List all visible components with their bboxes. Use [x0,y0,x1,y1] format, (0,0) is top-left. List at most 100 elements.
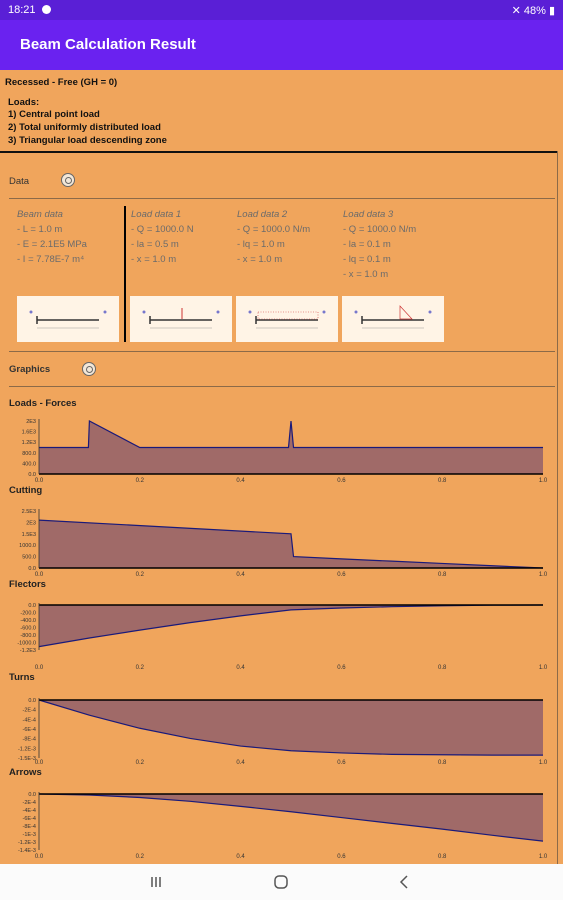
chart-x-tick: 1.0 [539,572,548,578]
chart-area [39,700,543,756]
chart-x-tick: 0.4 [236,572,245,578]
chart-x-tick: 0.6 [337,478,346,484]
chart-x-tick: 0.2 [136,760,145,766]
chart-title: Arrows [9,767,42,778]
load-data-3-line: - x = 1.0 m [343,269,389,280]
mute-icon: ✕ [511,5,524,17]
chart-area [39,794,543,842]
back-button[interactable] [394,872,414,892]
status-bar: 18:21 ✕ 48% ▮ [0,0,563,20]
chart-title: Turns [9,672,35,683]
chart-title: Flectors [9,579,46,590]
chart-area [39,605,543,647]
result-charts: Loads - Forces 0.0 0.2 0.4 0.6 0.8 1.0 2E3 1.6E3… [9,398,548,860]
chart-x-tick: 0.8 [438,854,447,860]
battery-level: 48% [523,5,546,17]
chart-y-tick: -4E-4 [23,808,36,814]
load2-diagram-thumbnail[interactable] [236,296,338,342]
chart-x-tick: 0.6 [337,665,346,671]
load2-diagram [248,310,326,329]
load-data-2-title: Load data 2 [237,209,288,220]
status-time: 18:21 [8,4,36,16]
divider [0,151,558,153]
app-title: Beam Calculation Result [20,36,196,53]
chart-area [39,520,543,568]
chart-x-tick: 0.6 [337,854,346,860]
recent-apps-button[interactable] [146,872,166,892]
load-data-3-line: - Q = 1000.0 N/m [343,224,417,235]
battery-icon: ▮ [545,5,555,17]
chart-y-tick: 0.0 [28,603,36,609]
chart-x-tick: 1.0 [539,478,548,484]
load-item-3: 3) Triangular load descending zone [8,135,167,146]
chart-x-tick: 0.6 [337,572,346,578]
chart-line [38,519,544,569]
scroll-track [557,151,558,864]
chart-y-tick: 0.0 [28,472,36,478]
load1-diagram-thumbnail[interactable] [130,296,232,342]
graphics-section-title: Graphics [9,364,51,375]
beam-diagram [29,310,107,329]
chart-title: Cutting [9,485,42,496]
chart-x-tick: 0.4 [236,665,245,671]
load-item-2: 2) Total uniformly distributed load [8,122,161,133]
chart-y-tick: -1.2E-3 [18,840,36,846]
chart-x-tick: 0.2 [136,478,145,484]
load-data-3-line: - la = 0.1 m [343,239,391,250]
notification-icon [42,5,51,14]
chart-x-tick: 1.0 [539,854,548,860]
beam-data-line: - E = 2.1E5 MPa [17,239,87,250]
chart-y-tick: -1000.0 [17,641,36,647]
data-zoom-icon[interactable] [61,173,75,187]
case-title: Recessed - Free (GH = 0) [5,77,118,88]
chart-y-tick: 2.5E3 [22,509,36,515]
chart-y-tick: -8E-4 [23,824,36,830]
chart-y-tick: 1.2E3 [22,440,36,446]
chart-y-tick: 2E3 [26,419,36,425]
chart-y-tick: -2E-4 [23,800,36,806]
chart-x-tick: 0.0 [35,854,44,860]
chart-y-tick: -6E-4 [23,727,36,733]
chart-y-tick: 500.0 [22,555,36,561]
chart-line [39,420,543,449]
chart-y-tick: -4E-4 [23,717,36,723]
load3-diagram [354,305,432,329]
chart-line [38,699,543,756]
graphics-zoom-icon[interactable] [82,362,96,376]
chart-x-tick: 0.2 [136,854,145,860]
load-data-1-title: Load data 1 [131,209,182,220]
load-data-1-line: - la = 0.5 m [131,239,179,250]
chart-y-tick: -600.0 [20,626,36,632]
chart-x-tick: 0.2 [136,572,145,578]
load-data-3-line: - lq = 0.1 m [343,254,391,265]
chart-y-tick: 1000.0 [19,543,36,549]
home-button[interactable] [271,872,291,892]
beam-data-line: - I = 7.78E-7 m⁴ [17,254,85,265]
chart-x-tick: 1.0 [539,665,548,671]
chart-x-tick: 0.4 [236,760,245,766]
load-data-1-line: - x = 1.0 m [131,254,177,265]
app-bar: Beam Calculation Result [0,20,563,70]
chart-x-tick: 0.8 [438,665,447,671]
divider [9,198,555,199]
chart-y-tick: 0.0 [28,792,36,798]
chart-y-tick: -6E-4 [23,816,36,822]
chart-y-tick: 0.0 [28,698,36,704]
beam-data-line: - L = 1.0 m [17,224,63,235]
chart-line [38,793,544,842]
data-section-title: Data [9,176,30,187]
loads-heading: Loads: [8,97,40,108]
beam-diagram-thumbnail[interactable] [17,296,119,342]
load3-diagram-thumbnail[interactable] [342,296,444,342]
load-item-1: 1) Central point load [8,109,100,120]
load-data-2-line: - x = 1.0 m [237,254,283,265]
chart-y-tick: 800.0 [22,451,36,457]
beam-data-title: Beam data [17,209,63,220]
chart-x-tick: 0.0 [35,665,44,671]
chart-y-tick: -1.4E-3 [18,848,36,854]
result-content[interactable]: Recessed - Free (GH = 0) Loads: 1) Centr… [0,70,563,864]
divider [9,386,555,387]
chart-x-tick: 0.2 [136,665,145,671]
status-right: ✕ 48% ▮ [512,4,555,17]
chart-x-tick: 0.6 [337,760,346,766]
